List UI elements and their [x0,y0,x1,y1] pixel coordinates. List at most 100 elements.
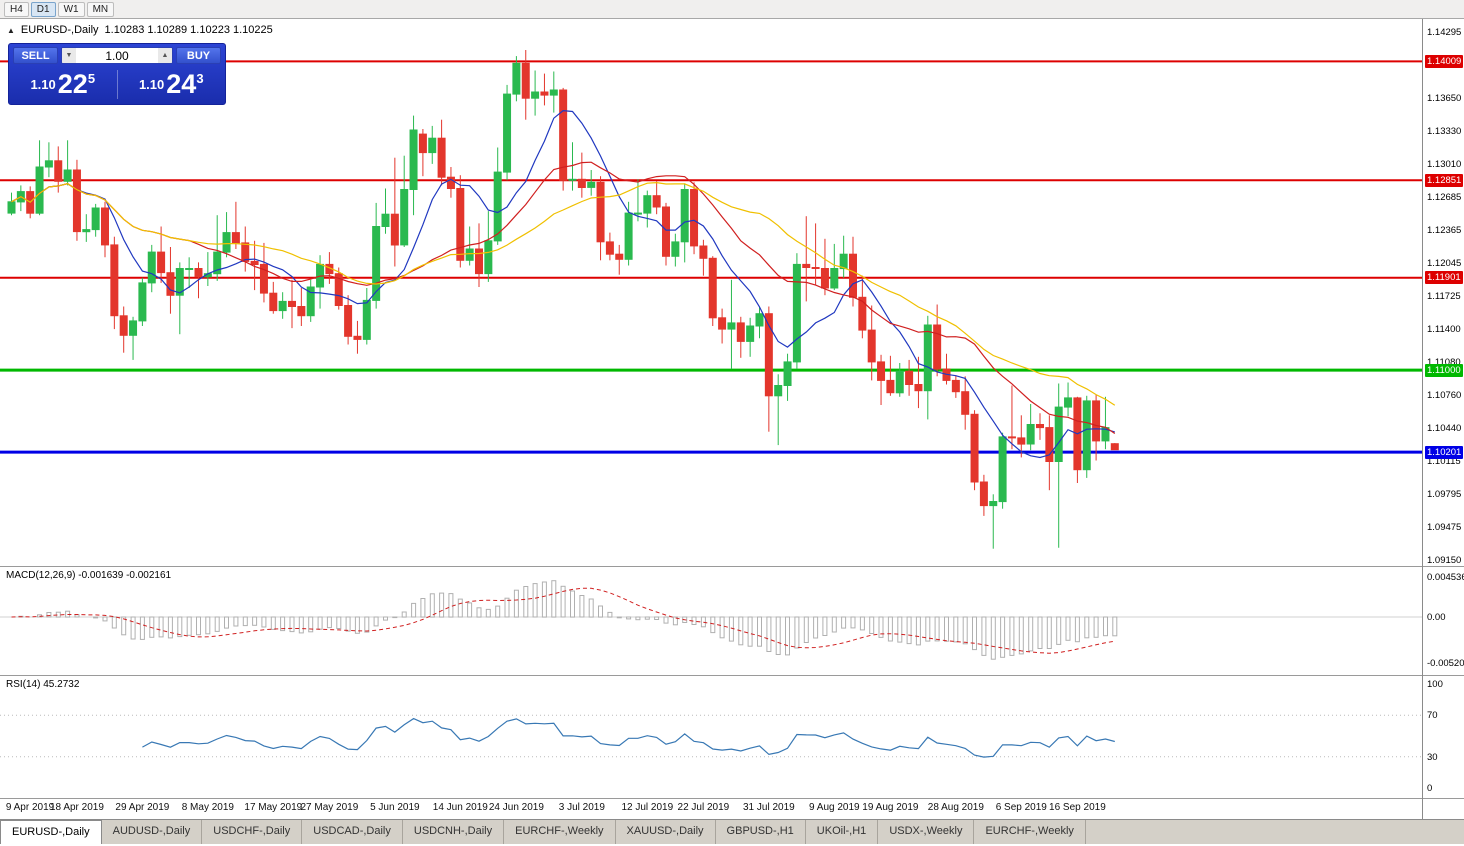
date-axis-label: 5 Jun 2019 [370,802,420,813]
macd-label: MACD(12,26,9) -0.001639 -0.002161 [6,570,172,581]
price-axis-tick: 1.10115 [1427,455,1461,467]
chart-tab-6-xauusd-daily[interactable]: XAUUSD-,Daily [616,820,716,844]
sell-price-big: 22 [57,69,88,99]
rsi-axis-tick: 30 [1427,751,1438,763]
price-axis-tick: 1.10760 [1427,389,1462,401]
price-chart[interactable] [0,19,1422,566]
price-axis-tick: 1.13330 [1427,126,1462,138]
chart-tab-4-usdcnh-daily[interactable]: USDCNH-,Daily [403,820,505,844]
price-level-label: 1.11000 [1425,363,1463,377]
date-axis-label: 16 Sep 2019 [1049,802,1106,813]
volume-input[interactable] [76,48,158,63]
date-axis-label: 14 Jun 2019 [432,802,488,813]
chart-title-symbol: EURUSD-,Daily [20,24,99,36]
buy-price-sup: 3 [196,71,204,86]
pane-separator [0,675,1464,676]
chart-tab-bar: EURUSD-,Daily AUDUSD-,Daily USDCHF-,Daily U… [0,819,1464,844]
sell-button[interactable]: SELL [13,47,58,64]
timeframe-button-h4[interactable]: H4 [4,1,29,17]
buy-price-main: 1.10 [138,77,165,92]
price-axis-tick: 1.11080 [1427,356,1461,368]
rsi-axis-tick: 100 [1427,679,1443,690]
chart-tab-0-eurusd-daily[interactable]: EURUSD-,Daily [0,820,102,844]
macd-axis-tick: 0.004536 [1427,572,1464,583]
macd-axis-tick: -0.005205 [1427,658,1464,669]
chart-tab-7-gbpusd-h1[interactable]: GBPUSD-,H1 [716,820,806,844]
price-axis-tick: 1.14295 [1427,27,1462,38]
buy-price-display[interactable]: 1.10 24 3 [118,66,226,103]
timeframe-button-w1[interactable]: W1 [57,1,85,17]
rsi-line [142,717,1115,758]
price-axis-tick: 1.12365 [1427,225,1462,237]
chart-tab-9-usdx-weekly[interactable]: USDX-,Weekly [878,820,975,844]
ma-20 [11,161,1116,434]
macd-histogram [18,580,1118,660]
volume-control: ▼ ▲ [61,47,173,64]
one-click-trading-panel: SELL ▼ ▲ BUY 1.10 22 5 1.10 24 3 [8,43,226,105]
date-axis-label: 9 Apr 2019 [5,802,55,813]
pane-separator [0,566,1464,567]
chart-tab-10-eurchf-weekly[interactable]: EURCHF-,Weekly [974,820,1086,844]
price-axis-tick: 1.12685 [1427,192,1462,204]
date-axis-label: 28 Aug 2019 [927,802,984,813]
volume-decrease-button[interactable]: ▼ [62,48,76,63]
buy-button[interactable]: BUY [176,47,221,64]
price-axis-tick: 1.13010 [1427,158,1462,170]
date-axis: 9 Apr 2019 18 Apr 2019 29 Apr 2019 8 May 20… [0,799,1422,819]
sell-price-display[interactable]: 1.10 22 5 [9,66,117,103]
price-axis: 1.14295 1.13650 1.13330 1.13010 1.12685 1.123… [1425,19,1464,819]
date-axis-label: 22 Jul 2019 [677,802,730,813]
chart-tab-5-eurchf-weekly[interactable]: EURCHF-,Weekly [504,820,616,844]
date-axis-label: 3 Jul 2019 [558,802,605,813]
price-axis-tick: 1.13650 [1427,93,1462,105]
price-axis-tick: 1.11725 [1427,290,1461,302]
pane-separator [0,798,1464,799]
timeframe-button-mn[interactable]: MN [86,1,115,17]
chart-window: ▲ EURUSD-,Daily 1.10283 1.10289 1.10223 … [0,19,1464,819]
ma-30 [11,181,1116,406]
macd-axis-tick: 0.00 [1427,612,1446,624]
one-click-panel-toggle-icon[interactable]: ▲ [7,25,15,35]
rsi-axis-tick: 0 [1427,783,1433,794]
price-axis-tick: 1.09795 [1427,488,1462,500]
date-axis-label: 29 Apr 2019 [115,802,170,813]
chart-tab-1-audusd-daily[interactable]: AUDUSD-,Daily [102,820,203,844]
sell-price-main: 1.10 [30,77,56,92]
date-axis-label: 9 Aug 2019 [808,802,860,813]
date-axis-label: 8 May 2019 [181,802,234,813]
rsi-pane[interactable] [0,676,1422,798]
price-axis-tick: 1.12045 [1427,257,1462,269]
date-axis-label: 24 Jun 2019 [488,802,544,813]
buy-price-big: 24 [166,69,197,99]
candles [7,50,1119,549]
timeframe-button-d1[interactable]: D1 [30,1,56,17]
timeframe-toolbar: H4 D1 W1 MN [0,0,1464,19]
sell-price-sup: 5 [87,71,96,86]
date-axis-label: 19 Aug 2019 [862,802,919,813]
price-axis-tick: 1.09475 [1427,521,1462,533]
axis-separator [1422,19,1423,819]
price-level-label: 1.11901 [1425,271,1463,285]
price-axis-tick: 1.11400 [1427,324,1461,336]
price-level-label: 1.14009 [1425,54,1464,68]
date-axis-label: 12 Jul 2019 [621,802,674,813]
chart-tab-3-usdcad-daily[interactable]: USDCAD-,Daily [302,820,403,844]
price-axis-tick: 1.09150 [1427,555,1462,566]
date-axis-label: 31 Jul 2019 [742,802,795,813]
date-axis-label: 18 Apr 2019 [49,802,104,813]
chart-title-ohlc: 1.10283 1.10289 1.10223 1.10225 [104,24,273,36]
price-divider [116,70,118,99]
chart-tab-2-usdchf-daily[interactable]: USDCHF-,Daily [202,820,303,844]
chart-tab-8-ukoil-h1[interactable]: UKOil-,H1 [806,820,879,844]
macd-signal-line [11,587,1115,654]
price-axis-tick: 1.10440 [1427,422,1462,434]
ma-8 [11,109,1115,459]
price-level-label: 1.12851 [1425,173,1464,187]
date-axis-label: 6 Sep 2019 [995,802,1047,813]
price-level-label: 1.10201 [1425,445,1464,459]
rsi-axis-tick: 70 [1427,710,1438,722]
volume-increase-button[interactable]: ▲ [158,48,172,63]
macd-pane[interactable] [0,567,1422,675]
rsi-label: RSI(14) 45.2732 [6,679,80,690]
